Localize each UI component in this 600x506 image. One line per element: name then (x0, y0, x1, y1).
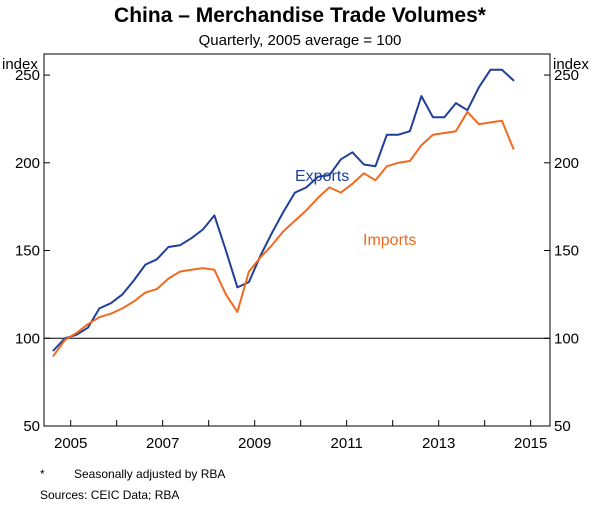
x-tick-label: 2009 (238, 435, 271, 452)
series-lines (52, 68, 515, 357)
y-tick-label-left: 250 (15, 67, 40, 84)
y-tick-label-left: 150 (15, 243, 40, 260)
chart-subtitle: Quarterly, 2005 average = 100 (199, 32, 402, 49)
x-tick-label: 2011 (331, 435, 363, 452)
y-axis-unit-right: index (553, 56, 589, 73)
axis-ticks: 50 50 100 100 150 150 200 200 250 250 2005 2007 2009… (15, 67, 579, 452)
series-line-imports (52, 110, 515, 357)
plot-frame (43, 53, 551, 427)
y-tick-label-left: 50 (23, 418, 40, 435)
y-axis-unit-left: index (2, 56, 38, 73)
x-tick-label: 2007 (146, 435, 179, 452)
y-tick-label-right: 100 (554, 330, 579, 347)
series-label-exports: Exports (295, 168, 349, 185)
x-tick-label: 2005 (54, 435, 87, 452)
y-tick-label-right: 250 (554, 67, 579, 84)
sources-text: Sources: CEIC Data; RBA (40, 488, 179, 502)
chart-title: China – Merchandise Trade Volumes* (114, 4, 487, 27)
y-tick-label-left: 100 (15, 330, 40, 347)
y-tick-label-right: 200 (554, 155, 579, 172)
footnote-text: Seasonally adjusted by RBA (74, 467, 225, 481)
y-tick-label-right: 50 (554, 418, 571, 435)
series-label-imports: Imports (363, 232, 416, 249)
series-line-exports (52, 68, 515, 352)
y-tick-label-right: 150 (554, 243, 579, 260)
x-tick-label: 2015 (514, 435, 547, 452)
footnote-marker: * (40, 467, 45, 481)
y-tick-label-left: 200 (15, 155, 40, 172)
x-tick-label: 2013 (422, 435, 455, 452)
